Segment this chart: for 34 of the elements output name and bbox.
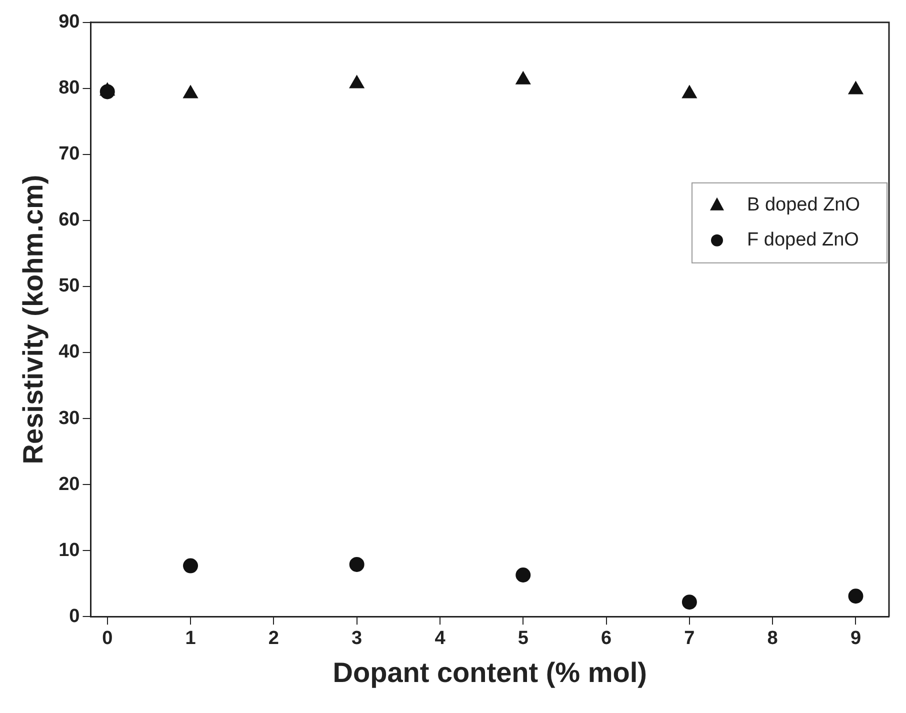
- x-tick-label: 4: [434, 628, 446, 650]
- y-tick-label: 30: [58, 408, 80, 429]
- x-axis-title: Dopant content (% mol): [332, 656, 647, 688]
- point: [516, 71, 531, 84]
- x-tick-label: 1: [185, 628, 196, 650]
- point: [682, 85, 697, 98]
- point: [848, 81, 864, 94]
- y-tick-label: 80: [58, 78, 80, 99]
- x-tick-label: 3: [352, 628, 362, 650]
- y-axis-title: Resistivity (kohm.cm): [18, 174, 49, 464]
- y-tick-label: 90: [58, 12, 80, 33]
- x-tick-label: 2: [268, 628, 279, 650]
- y-tick-label: 60: [58, 210, 80, 231]
- point: [682, 594, 697, 610]
- legend-label: B doped ZnO: [747, 194, 860, 216]
- y-tick-label: 40: [58, 342, 80, 363]
- point: [349, 75, 364, 88]
- point: [183, 85, 198, 98]
- y-tick-label: 0: [69, 606, 80, 627]
- y-tick-label: 70: [58, 144, 80, 165]
- x-tick-label: 8: [767, 628, 778, 650]
- point: [349, 556, 364, 572]
- x-tick-label: 6: [600, 628, 612, 650]
- point: [183, 558, 198, 574]
- y-tick-label: 50: [58, 276, 80, 297]
- x-tick-label: 7: [684, 628, 695, 650]
- y-tick-label: 20: [58, 474, 80, 495]
- x-tick-label: 9: [850, 628, 862, 650]
- legend-label: F doped ZnO: [747, 230, 859, 251]
- x-tick-label: 0: [102, 628, 113, 650]
- point: [516, 568, 531, 583]
- point: [848, 588, 864, 604]
- y-tick-label: 10: [58, 540, 80, 561]
- x-tick-label: 5: [518, 628, 529, 650]
